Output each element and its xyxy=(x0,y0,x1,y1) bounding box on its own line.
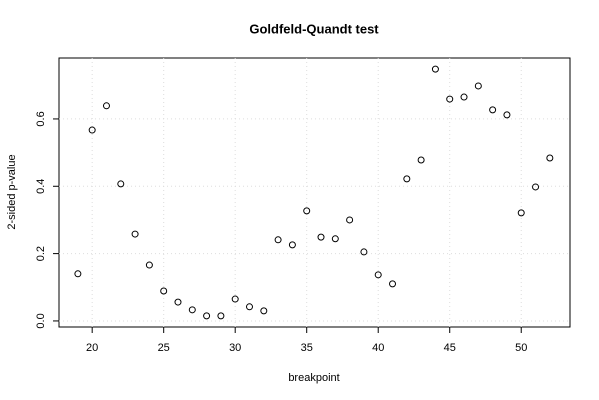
point xyxy=(274,236,282,244)
point xyxy=(389,280,397,288)
point xyxy=(532,183,540,191)
point xyxy=(546,154,554,162)
x-tick-label: 30 xyxy=(229,342,241,354)
point xyxy=(489,106,497,114)
chart-title: Goldfeld-Quandt test xyxy=(249,21,379,36)
point xyxy=(174,298,182,306)
point xyxy=(88,126,96,134)
point xyxy=(460,93,468,101)
point xyxy=(74,270,82,278)
point xyxy=(346,216,354,224)
point xyxy=(474,82,482,90)
point xyxy=(288,241,296,249)
y-tick-label: 0.2 xyxy=(35,246,47,261)
point xyxy=(117,180,125,188)
point xyxy=(431,65,439,73)
point xyxy=(245,303,253,311)
point xyxy=(303,207,311,215)
point xyxy=(260,307,268,315)
point xyxy=(160,287,168,295)
x-tick-label: 50 xyxy=(515,342,527,354)
plot-frame xyxy=(58,57,571,328)
x-axis-label: breakpoint xyxy=(288,372,339,384)
point xyxy=(217,312,225,320)
y-tick-label: 0.4 xyxy=(35,179,47,194)
y-tick-label: 0.6 xyxy=(35,111,47,126)
point xyxy=(374,271,382,279)
x-tick-label: 40 xyxy=(372,342,384,354)
x-tick-label: 45 xyxy=(444,342,456,354)
x-tick-label: 20 xyxy=(86,342,98,354)
point xyxy=(360,248,368,256)
point xyxy=(145,261,153,269)
point xyxy=(317,233,325,241)
y-tick-label: 0.0 xyxy=(35,313,47,328)
point xyxy=(203,312,211,320)
point xyxy=(188,306,196,314)
point xyxy=(231,295,239,303)
point xyxy=(503,111,511,119)
point xyxy=(102,102,110,110)
x-tick-label: 25 xyxy=(158,342,170,354)
point xyxy=(517,209,525,217)
x-tick-label: 35 xyxy=(301,342,313,354)
point xyxy=(417,156,425,164)
point xyxy=(446,95,454,103)
y-axis-label: 2-sided p-value xyxy=(6,154,18,229)
point xyxy=(403,175,411,183)
point xyxy=(331,235,339,243)
point xyxy=(131,230,139,238)
